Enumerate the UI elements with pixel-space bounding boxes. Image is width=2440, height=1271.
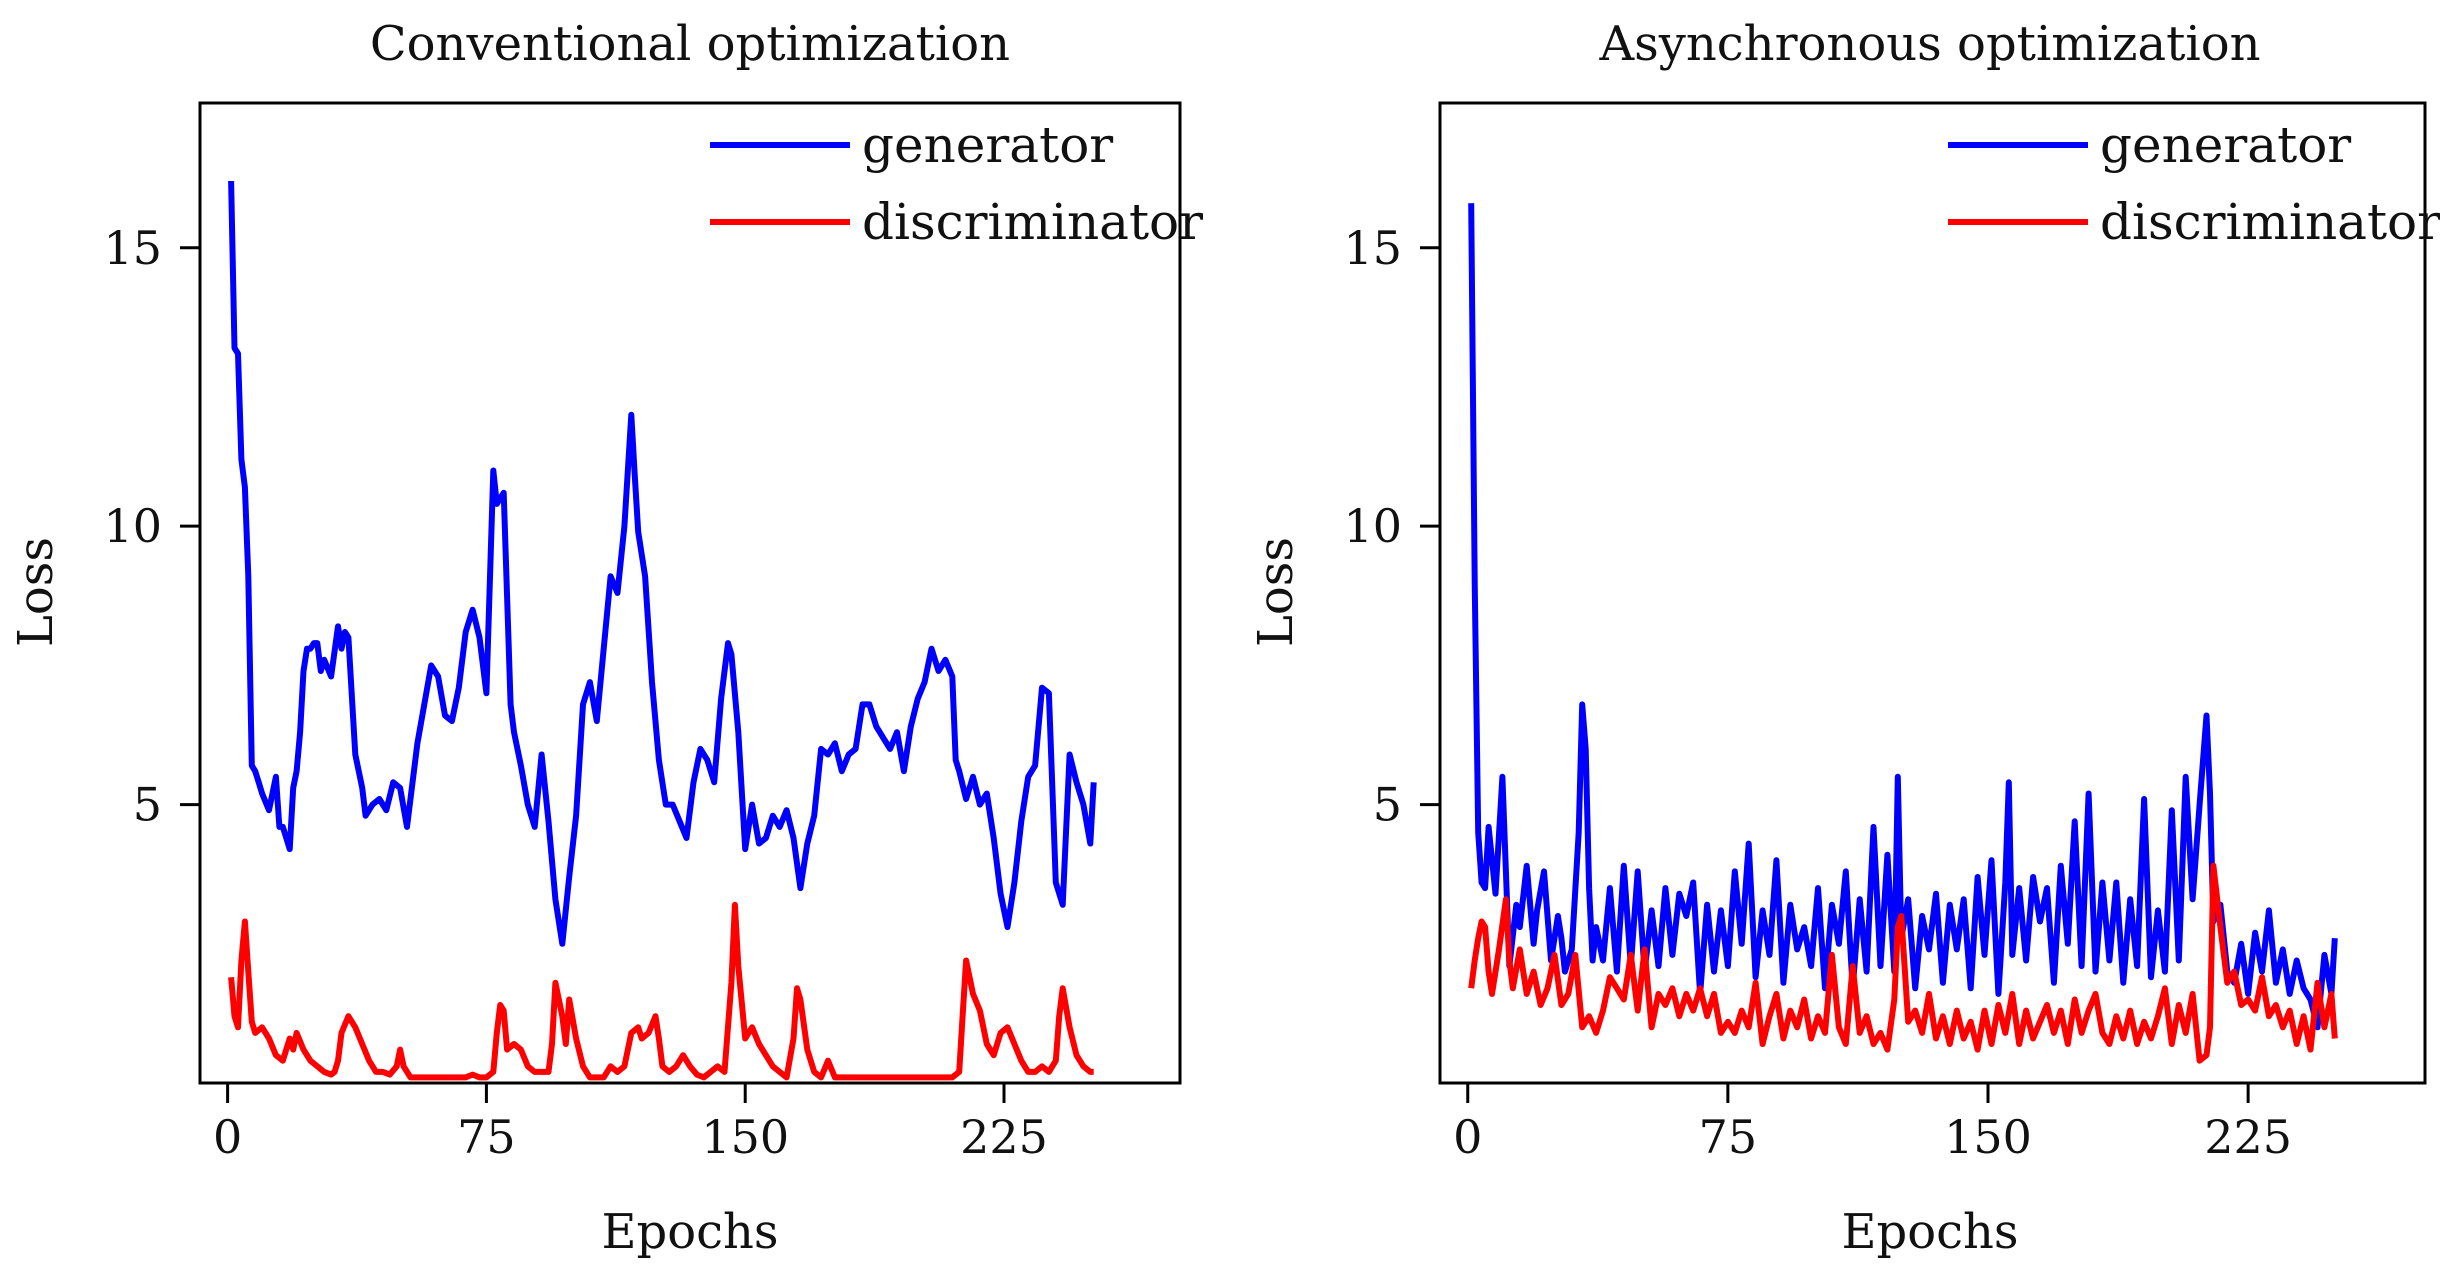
- x-tick-label: 0: [213, 1110, 242, 1164]
- plot-frame: [198, 101, 1182, 1085]
- legend: generator discriminator: [710, 116, 1203, 251]
- series-line-generator: [228, 180, 1097, 947]
- legend: generator discriminator: [1948, 116, 2440, 251]
- y-axis-label: Loss: [8, 537, 64, 647]
- axis-ticks: 0 75 150 225 5 10 15: [103, 221, 1047, 1164]
- chart-title: Asynchronous optimization: [1598, 16, 2260, 72]
- chart-title: Conventional optimization: [370, 16, 1010, 72]
- chart-asynchronous: Asynchronous optimization Epochs Loss 0 7…: [1248, 16, 2440, 1260]
- x-axis-label: Epochs: [601, 1204, 778, 1260]
- plot-area: [1468, 203, 2338, 1064]
- series-line-discriminator: [1468, 862, 2338, 1064]
- x-tick-label: 150: [1944, 1110, 2032, 1164]
- y-tick-label: 5: [1373, 778, 1402, 832]
- legend-label-discriminator: discriminator: [862, 193, 1203, 251]
- y-tick-label: 15: [1343, 221, 1402, 275]
- legend-label-generator: generator: [2100, 116, 2351, 174]
- x-tick-label: 75: [457, 1110, 516, 1164]
- series-line-discriminator: [228, 901, 1094, 1081]
- x-axis-label: Epochs: [1841, 1204, 2018, 1260]
- plot-frame: [1438, 101, 2427, 1085]
- legend-label-generator: generator: [862, 116, 1113, 174]
- axis-ticks: 0 75 150 225 5 10 15: [1343, 221, 2292, 1164]
- y-axis-label: Loss: [1248, 537, 1304, 647]
- legend-label-discriminator: discriminator: [2100, 193, 2440, 251]
- y-tick-label: 5: [133, 778, 162, 832]
- series-line-generator: [1468, 203, 2338, 1031]
- plot-area: [228, 180, 1097, 1081]
- x-tick-label: 225: [2204, 1110, 2292, 1164]
- x-tick-label: 150: [701, 1110, 789, 1164]
- x-tick-label: 225: [960, 1110, 1048, 1164]
- y-tick-label: 10: [103, 499, 162, 553]
- x-tick-label: 75: [1699, 1110, 1758, 1164]
- y-tick-label: 10: [1343, 499, 1402, 553]
- y-tick-label: 15: [103, 221, 162, 275]
- x-tick-label: 0: [1453, 1110, 1482, 1164]
- chart-conventional: Conventional optimization Epochs Loss 0 7…: [8, 16, 1203, 1260]
